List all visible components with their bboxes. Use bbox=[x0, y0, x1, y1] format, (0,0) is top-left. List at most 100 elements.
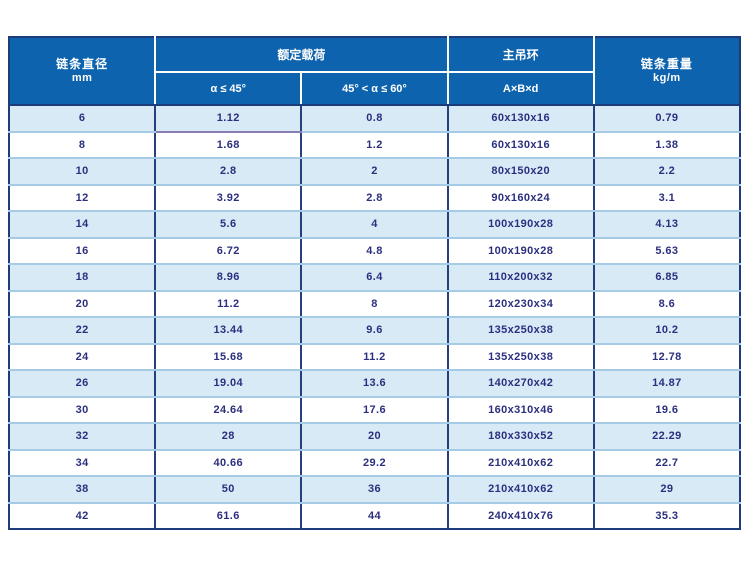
cell-rated-load-45-60: 8 bbox=[301, 290, 449, 318]
cell-ring-dimensions: 90x160x24 bbox=[447, 184, 595, 212]
header-chain-diameter-label: 链条直径 bbox=[56, 57, 109, 71]
cell-rated-load-le-45: 15.68 bbox=[155, 343, 303, 371]
cell-chain-diameter: 16 bbox=[9, 237, 157, 265]
cell-ring-dimensions: 180x330x52 bbox=[447, 423, 595, 451]
cell-chain-weight: 2.2 bbox=[593, 158, 740, 186]
cell-chain-diameter: 42 bbox=[9, 502, 157, 529]
cell-chain-diameter: 26 bbox=[9, 370, 157, 398]
cell-rated-load-le-45: 2.8 bbox=[155, 158, 303, 186]
cell-rated-load-45-60: 6.4 bbox=[301, 264, 449, 292]
cell-chain-weight: 12.78 bbox=[593, 343, 740, 371]
cell-rated-load-45-60: 1.2 bbox=[301, 131, 449, 159]
cell-ring-dimensions: 135x250x38 bbox=[447, 317, 595, 345]
table-row: 10 2.8 2 80x150x20 2.2 bbox=[9, 158, 740, 186]
cell-rated-load-45-60: 44 bbox=[301, 502, 449, 529]
table-row: 6 1.12 0.8 60x130x16 0.79 bbox=[9, 105, 740, 133]
table-row: 18 8.96 6.4 110x200x32 6.85 bbox=[9, 264, 740, 292]
chain-spec-table: 链条直径 mm 额定载荷 主吊环 链条重量 kg/m α ≤ 45° 45° <… bbox=[8, 36, 741, 530]
cell-ring-dimensions: 110x200x32 bbox=[447, 264, 595, 292]
cell-rated-load-45-60: 0.8 bbox=[301, 105, 449, 133]
table-row: 34 40.66 29.2 210x410x62 22.7 bbox=[9, 449, 740, 477]
header-chain-diameter: 链条直径 mm bbox=[9, 37, 157, 106]
cell-ring-dimensions: 135x250x38 bbox=[447, 343, 595, 371]
cell-chain-weight: 0.79 bbox=[593, 105, 740, 133]
cell-rated-load-le-45: 11.2 bbox=[155, 290, 303, 318]
cell-ring-dimensions: 100x190x28 bbox=[447, 237, 595, 265]
cell-ring-dimensions: 60x130x16 bbox=[447, 105, 595, 133]
header-row-groups: 链条直径 mm 额定载荷 主吊环 链条重量 kg/m bbox=[9, 37, 740, 106]
cell-rated-load-le-45: 6.72 bbox=[155, 237, 303, 265]
cell-chain-weight: 6.85 bbox=[593, 264, 740, 292]
table-body: 6 1.12 0.8 60x130x16 0.79 8 1.68 1.2 60x130x16 1.… bbox=[9, 105, 740, 529]
cell-chain-diameter: 22 bbox=[9, 317, 157, 345]
table-row: 16 6.72 4.8 100x190x28 5.63 bbox=[9, 237, 740, 265]
table-row: 42 61.6 44 240x410x76 35.3 bbox=[9, 502, 740, 529]
cell-rated-load-le-45: 61.6 bbox=[155, 502, 303, 529]
cell-rated-load-45-60: 9.6 bbox=[301, 317, 449, 345]
cell-chain-weight: 3.1 bbox=[593, 184, 740, 212]
chain-spec-table-container: 链条直径 mm 额定载荷 主吊环 链条重量 kg/m α ≤ 45° 45° <… bbox=[8, 36, 741, 530]
header-chain-weight-unit: kg/m bbox=[653, 72, 681, 84]
cell-chain-diameter: 20 bbox=[9, 290, 157, 318]
header-chain-diameter-unit: mm bbox=[71, 72, 93, 84]
header-ring-dimensions: A×B×d bbox=[447, 72, 595, 106]
cell-rated-load-45-60: 36 bbox=[301, 476, 449, 504]
cell-chain-weight: 1.38 bbox=[593, 131, 740, 159]
header-main-ring-group: 主吊环 bbox=[447, 37, 595, 73]
cell-rated-load-45-60: 29.2 bbox=[301, 449, 449, 477]
cell-chain-diameter: 14 bbox=[9, 211, 157, 239]
cell-rated-load-le-45: 13.44 bbox=[155, 317, 303, 345]
cell-chain-weight: 14.87 bbox=[593, 370, 740, 398]
table-row: 26 19.04 13.6 140x270x42 14.87 bbox=[9, 370, 740, 398]
cell-chain-weight: 10.2 bbox=[593, 317, 740, 345]
cell-chain-weight: 4.13 bbox=[593, 211, 740, 239]
cell-ring-dimensions: 210x410x62 bbox=[447, 476, 595, 504]
cell-rated-load-le-45: 50 bbox=[155, 476, 303, 504]
cell-ring-dimensions: 60x130x16 bbox=[447, 131, 595, 159]
header-rated-load-group: 额定载荷 bbox=[155, 37, 449, 73]
cell-chain-weight: 19.6 bbox=[593, 396, 740, 424]
header-chain-weight: 链条重量 kg/m bbox=[593, 37, 740, 106]
table-header: 链条直径 mm 额定载荷 主吊环 链条重量 kg/m α ≤ 45° 45° <… bbox=[9, 37, 740, 106]
cell-chain-weight: 22.29 bbox=[593, 423, 740, 451]
cell-ring-dimensions: 160x310x46 bbox=[447, 396, 595, 424]
cell-chain-weight: 22.7 bbox=[593, 449, 740, 477]
cell-rated-load-le-45: 3.92 bbox=[155, 184, 303, 212]
cell-chain-diameter: 8 bbox=[9, 131, 157, 159]
cell-chain-weight: 35.3 bbox=[655, 509, 679, 522]
cell-chain-diameter: 32 bbox=[9, 423, 157, 451]
cell-chain-weight: 29 bbox=[593, 476, 740, 504]
cell-chain-diameter: 38 bbox=[9, 476, 157, 504]
cell-rated-load-le-45: 1.12 bbox=[155, 105, 303, 133]
cell-chain-diameter: 6 bbox=[9, 105, 157, 133]
header-row-subcolumns: α ≤ 45° 45° < α ≤ 60° A×B×d bbox=[9, 72, 740, 106]
cell-rated-load-le-45: 24.64 bbox=[155, 396, 303, 424]
table-row: 32 28 20 180x330x52 22.29 bbox=[9, 423, 740, 451]
cell-rated-load-le-45: 8.96 bbox=[155, 264, 303, 292]
cell-ring-dimensions: 210x410x62 bbox=[447, 449, 595, 477]
header-angle-le-45: α ≤ 45° bbox=[155, 72, 303, 106]
table-row: 20 11.2 8 120x230x34 8.6 bbox=[9, 290, 740, 318]
cell-ring-dimensions: 80x150x20 bbox=[447, 158, 595, 186]
cell-chain-weight: 8.6 bbox=[593, 290, 740, 318]
cell-chain-diameter: 10 bbox=[9, 158, 157, 186]
cell-chain-diameter: 12 bbox=[9, 184, 157, 212]
cell-rated-load-45-60: 2 bbox=[301, 158, 449, 186]
cell-rated-load-45-60: 17.6 bbox=[301, 396, 449, 424]
cell-ring-dimensions: 100x190x28 bbox=[447, 211, 595, 239]
cell-rated-load-45-60: 13.6 bbox=[301, 370, 449, 398]
cell-ring-dimensions: 240x410x76 bbox=[447, 502, 595, 529]
cell-chain-weight: 5.63 bbox=[593, 237, 740, 265]
cell-chain-diameter: 30 bbox=[9, 396, 157, 424]
cell-rated-load-45-60: 4 bbox=[301, 211, 449, 239]
table-row: 14 5.6 4 100x190x28 4.13 bbox=[9, 211, 740, 239]
cell-rated-load-45-60: 20 bbox=[301, 423, 449, 451]
header-chain-weight-label: 链条重量 bbox=[640, 57, 693, 71]
table-row: 8 1.68 1.2 60x130x16 1.38 bbox=[9, 131, 740, 159]
table-row: 30 24.64 17.6 160x310x46 19.6 bbox=[9, 396, 740, 424]
cell-rated-load-le-45: 19.04 bbox=[155, 370, 303, 398]
cell-rated-load-le-45: 5.6 bbox=[155, 211, 303, 239]
cell-rated-load-45-60: 4.8 bbox=[301, 237, 449, 265]
cell-ring-dimensions: 120x230x34 bbox=[447, 290, 595, 318]
cell-rated-load-le-45: 40.66 bbox=[155, 449, 303, 477]
